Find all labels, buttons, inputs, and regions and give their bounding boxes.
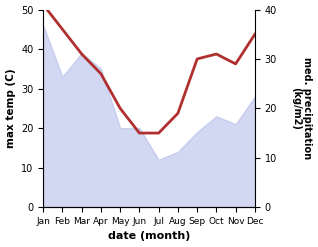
X-axis label: date (month): date (month) bbox=[108, 231, 190, 242]
Y-axis label: max temp (C): max temp (C) bbox=[5, 69, 16, 148]
Y-axis label: med. precipitation
(kg/m2): med. precipitation (kg/m2) bbox=[291, 57, 313, 159]
